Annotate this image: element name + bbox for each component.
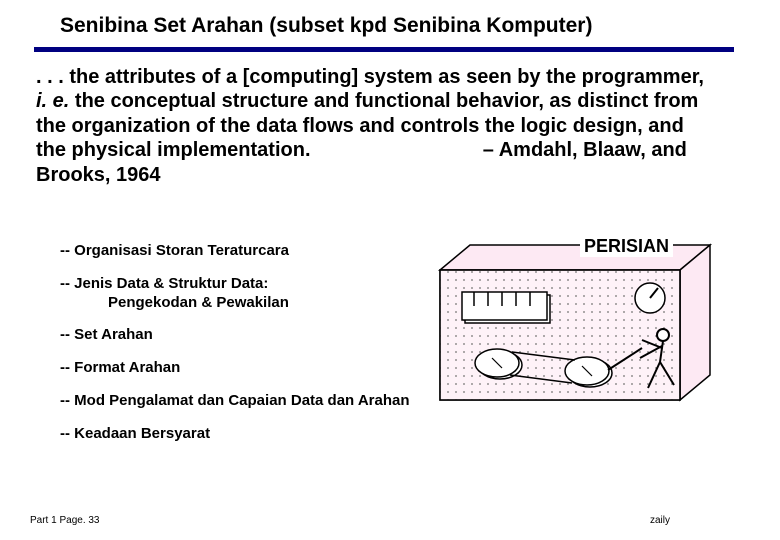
- slide-title: Senibina Set Arahan (subset kpd Senibina…: [60, 14, 740, 38]
- list-item: -- Set Arahan: [60, 326, 460, 345]
- machine-diagram: PERISIAN: [430, 230, 730, 410]
- machine-svg: [430, 230, 730, 410]
- figure-label: PERISIAN: [580, 236, 673, 257]
- list-item-text: -- Mod Pengalamat dan Capaian Data dan A…: [60, 392, 410, 409]
- clock-icon: [635, 283, 665, 313]
- list-item-subtext: Pengekodan & Pewakilan: [108, 294, 460, 313]
- list-item: -- Mod Pengalamat dan Capaian Data dan A…: [60, 392, 460, 411]
- bullet-list: -- Organisasi Storan Teraturcara -- Jeni…: [60, 242, 460, 457]
- list-item: -- Keadaan Bersyarat: [60, 425, 460, 444]
- footer-page: Part 1 Page. 33: [30, 515, 100, 526]
- list-item: -- Jenis Data & Struktur Data: Pengekodan…: [60, 275, 460, 313]
- body-pre: . . . the attributes of a [computing] sy…: [36, 66, 704, 88]
- list-item-text: -- Organisasi Storan Teraturcara: [60, 242, 289, 259]
- list-item: -- Organisasi Storan Teraturcara: [60, 242, 460, 261]
- ruler-icon: [462, 292, 550, 323]
- list-item-text: -- Format Arahan: [60, 359, 180, 376]
- list-item-text: -- Keadaan Bersyarat: [60, 425, 210, 442]
- body-ie: i. e.: [36, 90, 75, 112]
- list-item-text: -- Set Arahan: [60, 326, 153, 343]
- title-rule: [34, 47, 734, 52]
- list-item-text: -- Jenis Data & Struktur Data:: [60, 275, 268, 292]
- body-paragraph: . . . the attributes of a [computing] sy…: [36, 65, 716, 187]
- list-item: -- Format Arahan: [60, 359, 460, 378]
- slide: Senibina Set Arahan (subset kpd Senibina…: [0, 0, 780, 540]
- footer-author: zaily: [650, 515, 670, 526]
